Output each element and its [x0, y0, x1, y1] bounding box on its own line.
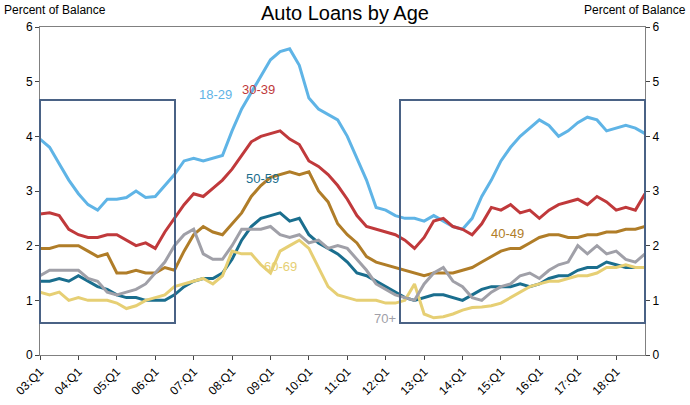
svg-text:4: 4	[652, 130, 659, 144]
svg-text:4: 4	[26, 130, 33, 144]
svg-text:07:Q1: 07:Q1	[167, 365, 200, 398]
svg-text:6: 6	[26, 20, 33, 34]
svg-text:08:Q1: 08:Q1	[205, 365, 238, 398]
svg-text:03:Q1: 03:Q1	[13, 365, 46, 398]
svg-text:1: 1	[26, 294, 33, 308]
svg-text:60-69: 60-69	[264, 259, 297, 274]
svg-text:0: 0	[652, 348, 659, 362]
svg-text:Percent of Balance: Percent of Balance	[584, 3, 686, 17]
svg-text:09:Q1: 09:Q1	[244, 365, 277, 398]
svg-text:05:Q1: 05:Q1	[90, 365, 123, 398]
svg-text:2: 2	[652, 239, 659, 253]
svg-text:04:Q1: 04:Q1	[52, 365, 85, 398]
svg-text:17:Q1: 17:Q1	[551, 365, 584, 398]
svg-text:Auto Loans by Age: Auto Loans by Age	[261, 2, 429, 24]
svg-text:3: 3	[652, 184, 659, 198]
svg-text:50-59: 50-59	[246, 171, 279, 186]
svg-text:5: 5	[26, 75, 33, 89]
svg-text:13:Q1: 13:Q1	[397, 365, 430, 398]
svg-text:70+: 70+	[374, 311, 396, 326]
svg-text:40-49: 40-49	[491, 226, 524, 241]
svg-text:18:Q1: 18:Q1	[590, 365, 623, 398]
svg-text:30-39: 30-39	[242, 82, 275, 97]
svg-text:18-29: 18-29	[199, 87, 232, 102]
svg-text:0: 0	[26, 348, 33, 362]
svg-text:6: 6	[652, 20, 659, 34]
svg-text:15:Q1: 15:Q1	[474, 365, 507, 398]
svg-text:06:Q1: 06:Q1	[129, 365, 162, 398]
svg-text:3: 3	[26, 184, 33, 198]
svg-text:Percent of Balance: Percent of Balance	[4, 3, 106, 17]
svg-text:12:Q1: 12:Q1	[359, 365, 392, 398]
svg-text:14:Q1: 14:Q1	[436, 365, 469, 398]
svg-text:10:Q1: 10:Q1	[282, 365, 315, 398]
svg-text:16:Q1: 16:Q1	[513, 365, 546, 398]
svg-text:11:Q1: 11:Q1	[321, 365, 354, 398]
svg-text:5: 5	[652, 75, 659, 89]
svg-text:2: 2	[26, 239, 33, 253]
svg-text:1: 1	[652, 294, 659, 308]
